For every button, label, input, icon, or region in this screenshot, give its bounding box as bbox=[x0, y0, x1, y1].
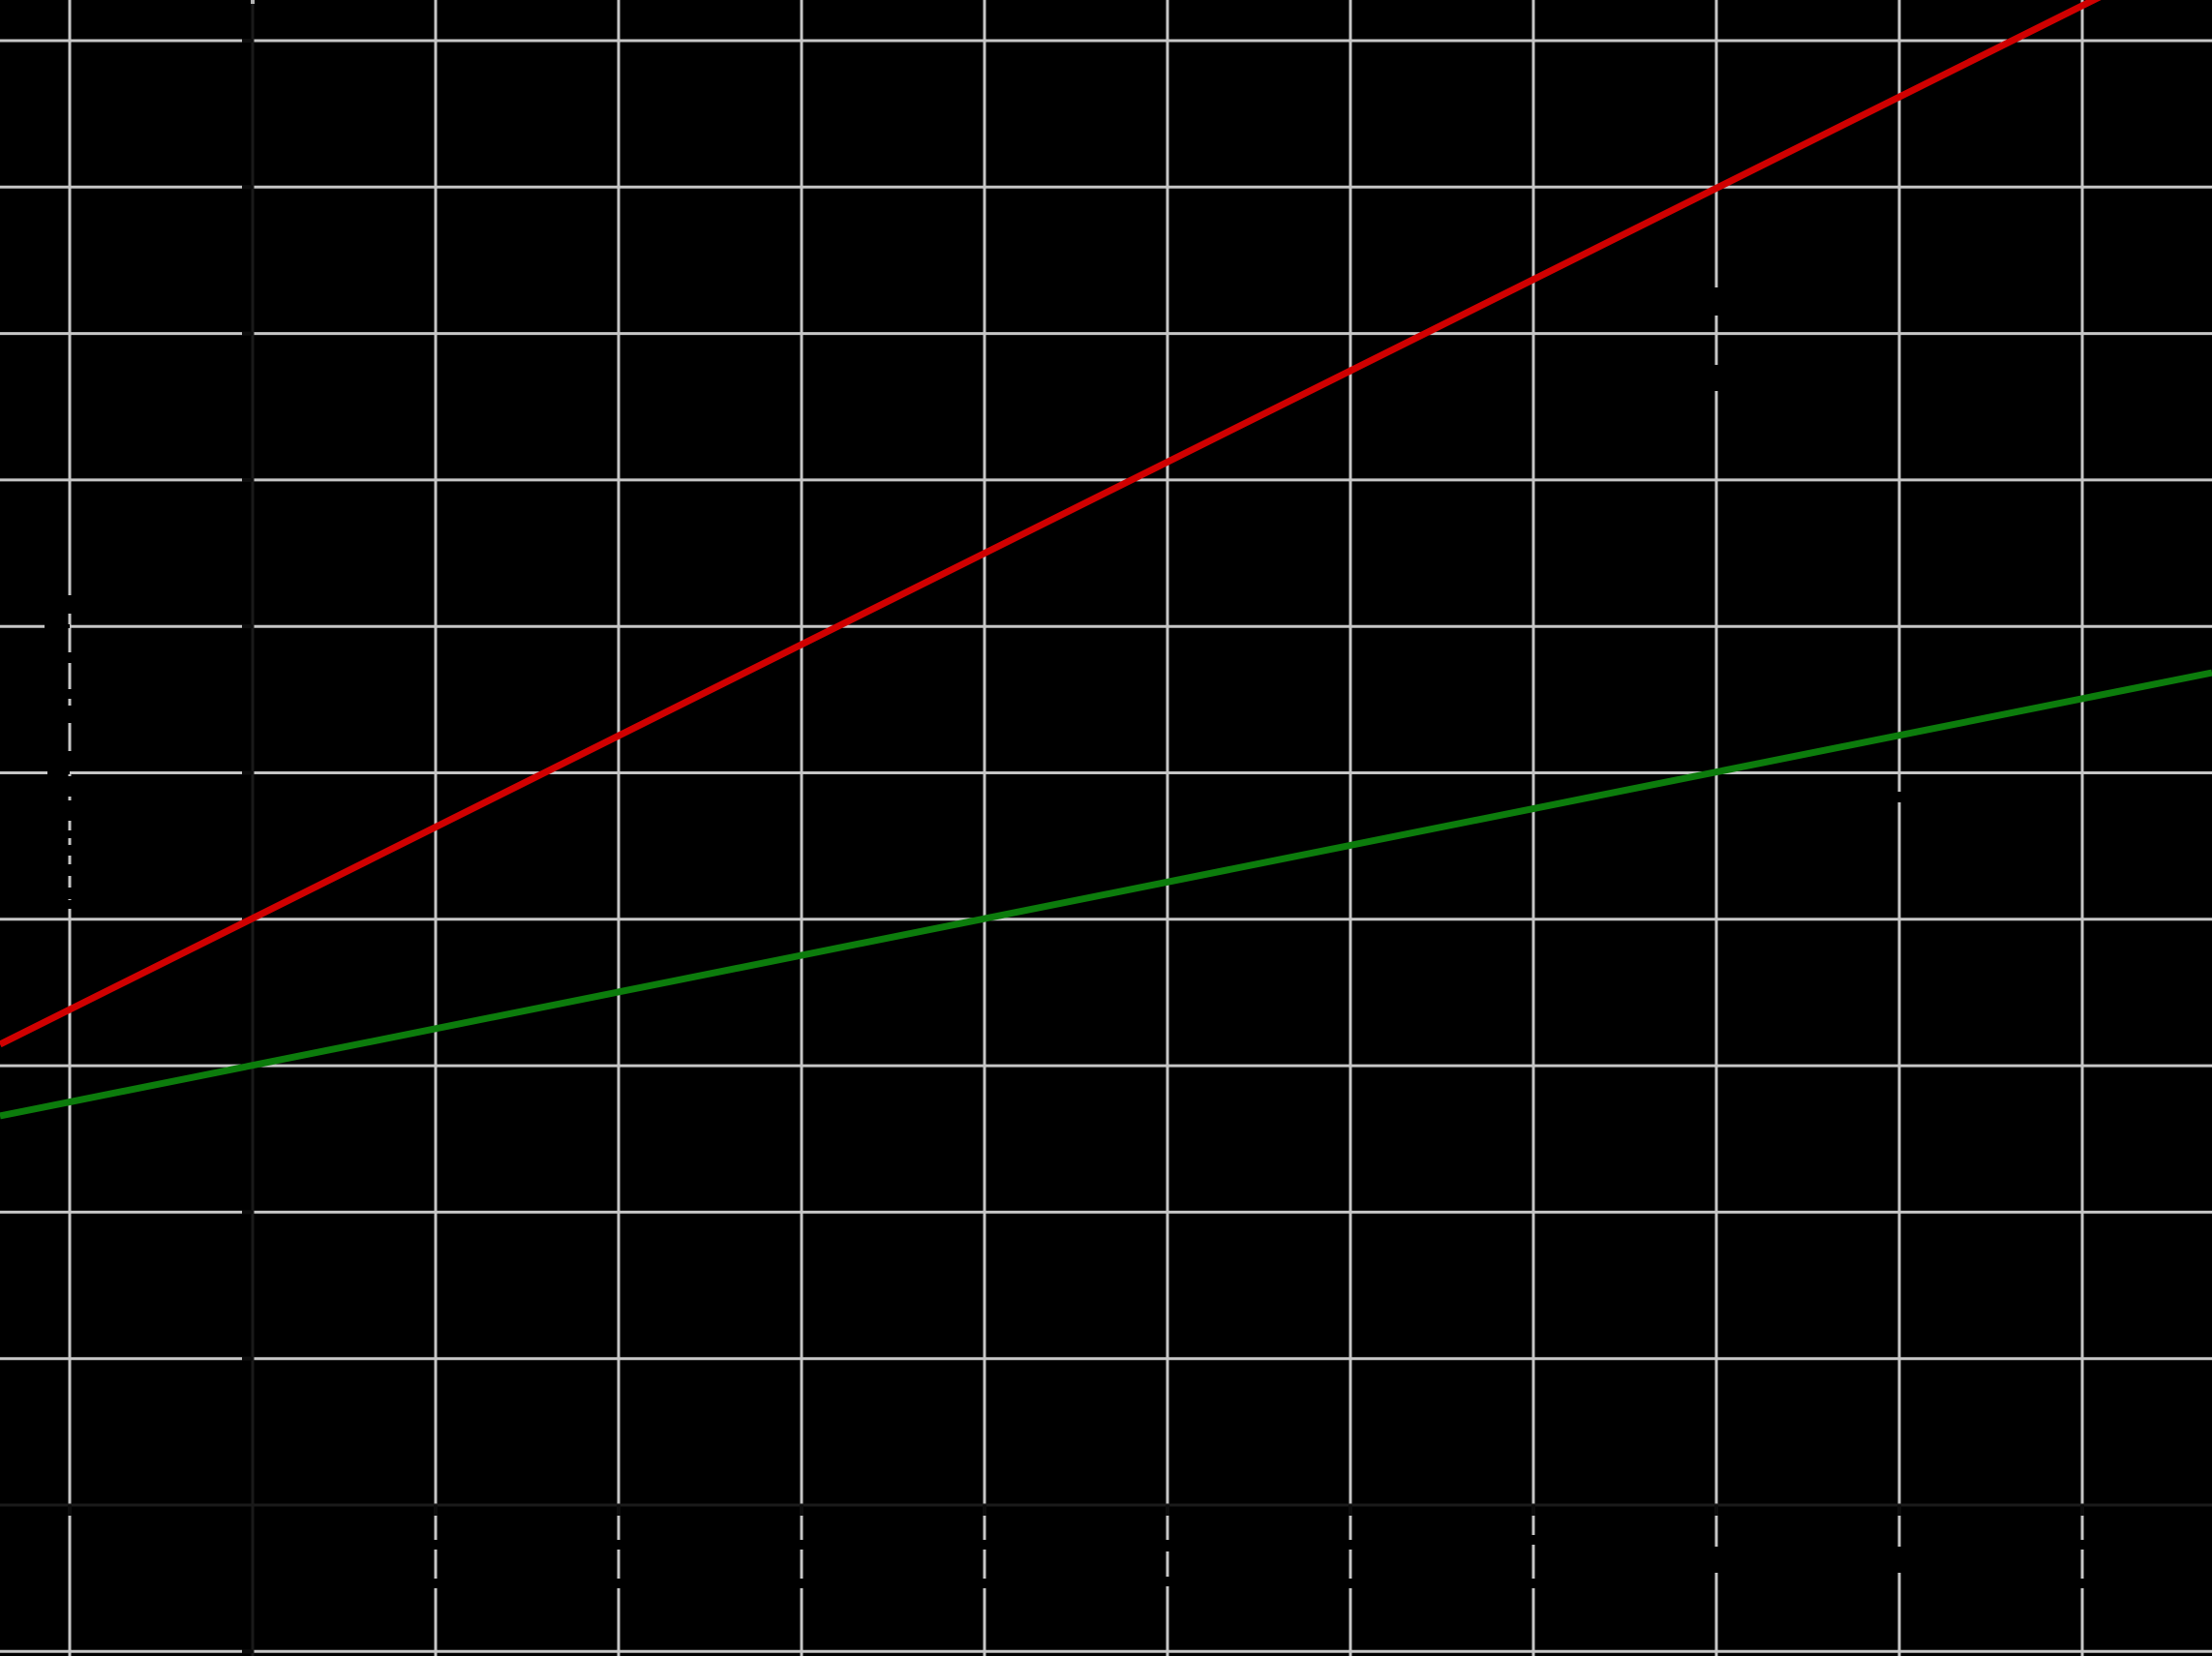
label-ink-fragment bbox=[1897, 792, 1902, 802]
label-ink-fragment bbox=[68, 689, 72, 699]
label-ink-fragment bbox=[68, 776, 72, 797]
label-ink-fragment bbox=[68, 751, 72, 771]
label-ink-fragment bbox=[1531, 1535, 1536, 1545]
label-ink-fragment bbox=[68, 900, 72, 909]
label-ink-fragment bbox=[47, 770, 70, 774]
label-ink-fragment bbox=[800, 1579, 804, 1588]
label-ink-fragment bbox=[983, 1540, 987, 1550]
label-ink-fragment bbox=[68, 845, 72, 856]
label-ink-fragment bbox=[1714, 1547, 1719, 1573]
label-ink-fragment bbox=[800, 1540, 804, 1550]
series-lines-group bbox=[0, 0, 2212, 1120]
label-ink-fragment bbox=[2080, 1579, 2085, 1588]
label-ink-fragment bbox=[1531, 1579, 1536, 1588]
label-ink-fragment bbox=[617, 1540, 621, 1550]
label-ink-fragment bbox=[68, 800, 72, 821]
label-ink-fragment bbox=[1714, 287, 1719, 316]
label-ink-fragment bbox=[2080, 1540, 2085, 1550]
label-ink-fragment bbox=[983, 1579, 987, 1588]
label-ink-fragment bbox=[68, 595, 72, 614]
label-ink-fragment bbox=[617, 1579, 621, 1588]
label-ink-fragments-group bbox=[45, 287, 2085, 1588]
label-ink-fragment bbox=[1897, 1547, 1902, 1573]
red-line bbox=[0, 0, 2102, 1048]
label-ink-fragment bbox=[1166, 1577, 1170, 1586]
label-ink-fragment bbox=[434, 1540, 439, 1550]
label-ink-fragment bbox=[1714, 365, 1719, 391]
label-ink-fragment bbox=[68, 888, 72, 899]
label-ink-fragment bbox=[68, 864, 72, 876]
label-ink-fragment bbox=[434, 1579, 439, 1588]
y-axis-arrow-tip-speck bbox=[251, 0, 255, 4]
label-ink-fragment bbox=[68, 652, 72, 663]
label-ink-fragment bbox=[1166, 1540, 1170, 1551]
label-ink-fragment bbox=[45, 624, 70, 628]
label-ink-fragment bbox=[1348, 1579, 1353, 1588]
green-line bbox=[0, 669, 2212, 1120]
label-ink-fragment bbox=[1348, 1540, 1353, 1550]
label-ink-fragment bbox=[68, 830, 72, 838]
label-ink-fragment bbox=[68, 706, 72, 723]
